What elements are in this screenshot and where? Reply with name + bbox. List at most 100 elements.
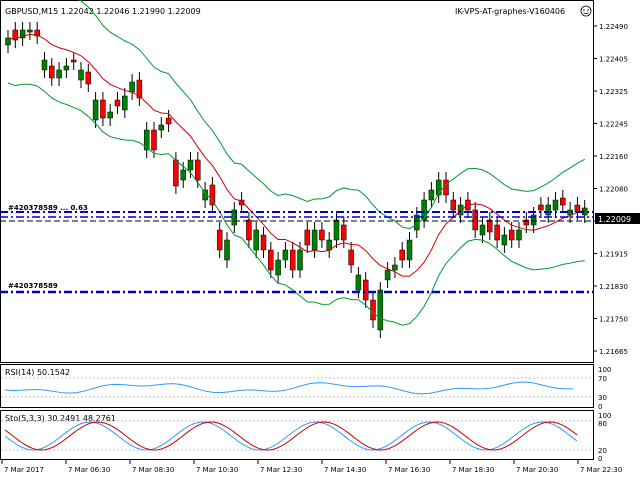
candle-body — [479, 224, 486, 236]
candle-body — [5, 37, 11, 46]
candle-body — [56, 69, 62, 79]
candle-body — [282, 249, 289, 261]
rsi-line — [4, 381, 574, 395]
rsi-panel[interactable] — [0, 364, 594, 408]
candle-body — [428, 189, 435, 201]
candle-body — [319, 229, 325, 241]
price-tick-label: 1.21830 — [599, 283, 628, 291]
candle-body — [516, 229, 522, 241]
sto-level-100: 100 — [598, 412, 611, 420]
candle-body — [399, 249, 405, 261]
candle-body — [377, 289, 384, 331]
rsi-level-100: 100 — [598, 366, 611, 374]
rsi-level-70: 70 — [598, 375, 607, 383]
time-tick-label: 7 Mar 2017 — [4, 466, 44, 474]
order-label-lower[interactable]: #420378589 — [8, 282, 58, 290]
candle-body — [27, 29, 33, 33]
candle-body — [100, 99, 106, 119]
candle-body — [384, 269, 391, 281]
candle-body — [545, 204, 551, 216]
candle-body — [392, 264, 398, 271]
candle-body — [348, 249, 354, 266]
candle-body — [406, 239, 413, 261]
price-tick-label: 1.22490 — [599, 23, 628, 31]
candle-body — [362, 279, 369, 301]
symbol-info-label: GBPUSD,M15 1.22042 1.22046 1.21990 1.220… — [5, 7, 201, 16]
candle-body — [143, 129, 150, 151]
candle-body — [165, 117, 172, 125]
bollinger-bands — [7, 0, 585, 326]
candle-body — [494, 224, 500, 241]
stochastic-label: Sto(5,3,3) 30.2491 48.2761 — [5, 414, 116, 423]
current-price-box — [595, 213, 640, 224]
candle-body — [289, 249, 296, 271]
price-tick-label: 1.21750 — [599, 316, 628, 324]
time-tick-label: 7 Mar 10:30 — [196, 466, 238, 474]
time-tick-label: 7 Mar 14:30 — [324, 466, 366, 474]
candle-body — [268, 249, 274, 271]
candle-body — [260, 234, 267, 251]
candle-body — [107, 111, 113, 119]
candle-body — [530, 214, 537, 226]
price-tick-label: 1.22080 — [599, 186, 628, 194]
current-price-label: 1.22009 — [598, 215, 631, 224]
candle-body — [187, 159, 194, 171]
time-tick-label: 7 Mar 18:30 — [452, 466, 494, 474]
candle-body — [450, 199, 457, 211]
candle-body — [246, 219, 252, 241]
lower-band-line — [7, 82, 585, 326]
candle-body — [435, 179, 442, 196]
candle-body — [538, 204, 544, 211]
price-tick-label: 1.22160 — [599, 153, 628, 161]
time-tick-label: 7 Mar 16:30 — [388, 466, 430, 474]
candle-body — [173, 159, 179, 187]
time-tick-label: 7 Mar 08:30 — [132, 466, 174, 474]
candle-body — [333, 219, 340, 241]
upper-band-line — [78, 0, 585, 230]
rsi-level-30: 30 — [598, 394, 607, 402]
time-tick-label: 7 Mar 06:30 — [68, 466, 110, 474]
candle-body — [253, 229, 259, 251]
moving-average-line — [7, 33, 585, 277]
candle-body — [472, 209, 478, 231]
price-tick-label: 1.21665 — [599, 348, 628, 356]
candle-body — [341, 224, 347, 241]
order-lines — [0, 211, 594, 294]
rsi-label: RSI(14) 50.1542 — [5, 368, 70, 377]
candle-body — [238, 199, 245, 206]
candle-body — [151, 129, 157, 151]
sto-level-0: 0 — [598, 455, 602, 463]
candle-body — [224, 239, 230, 261]
price-tick-label: 1.21915 — [599, 251, 628, 259]
sto-level-20: 20 — [598, 447, 607, 455]
candle-body — [78, 69, 84, 81]
candle-body — [508, 229, 515, 241]
candle-body — [421, 199, 427, 221]
candle-body — [49, 65, 55, 79]
candle-body — [129, 81, 135, 93]
rsi-level-0: 0 — [598, 403, 602, 411]
order-label-upper[interactable]: #420378589 ... 0.63 — [8, 204, 88, 212]
candle-body — [136, 79, 143, 99]
main-price-panel[interactable] — [0, 0, 594, 363]
time-tick-label: 7 Mar 20:30 — [516, 466, 558, 474]
price-tick-label: 1.22245 — [599, 121, 628, 129]
candle-body — [552, 199, 559, 211]
candle-body — [12, 29, 19, 41]
candle-body — [487, 219, 493, 233]
price-tick-label: 1.22325 — [599, 88, 628, 96]
candle-body — [311, 229, 318, 251]
candle-body — [63, 65, 70, 71]
candle-body — [180, 169, 186, 181]
time-tick-label: 7 Mar 12:30 — [260, 466, 302, 474]
smiley-icon[interactable] — [580, 5, 592, 17]
price-tick-label: 1.22405 — [599, 56, 628, 64]
candle-body — [370, 299, 376, 321]
candle-body — [34, 29, 40, 37]
candle-body — [574, 204, 581, 213]
candle-body — [122, 95, 128, 111]
candle-body — [523, 219, 530, 226]
candle-body — [85, 71, 92, 85]
candle-body — [297, 249, 303, 271]
